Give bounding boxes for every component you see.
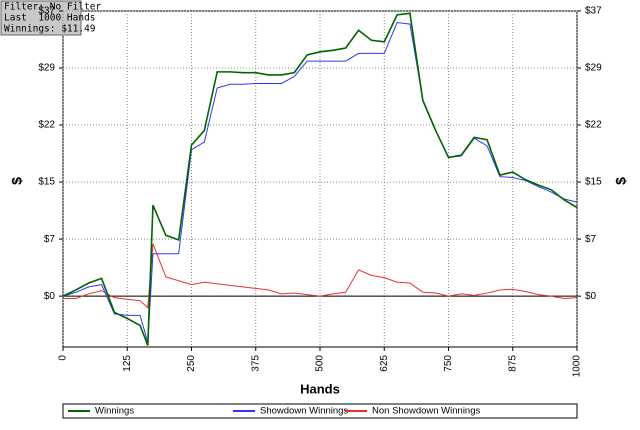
x-tick-label: 375 [250, 355, 261, 372]
info-box [0, 0, 82, 36]
series-line [63, 243, 578, 309]
x-tick-label: 500 [315, 355, 326, 372]
info-line: Filter: No Filter [4, 2, 102, 13]
y-tick-label: $7 [585, 234, 597, 245]
y-tick-label: $15 [38, 177, 55, 188]
legend-label: Winnings [95, 406, 134, 417]
legend-label: Showdown Winnings [260, 406, 348, 417]
y-tick-label: $37 [38, 6, 55, 17]
x-tick-label: 625 [379, 355, 390, 372]
series-line [62, 22, 578, 343]
info-line: Winnings: $11.49 [4, 24, 96, 35]
y-tick-label: $22 [585, 120, 602, 131]
y-tick-label: $37 [585, 6, 602, 17]
y-tick-label: $15 [585, 177, 602, 188]
x-tick-label: 125 [122, 355, 133, 372]
legend-label: Non Showdown Winnings [372, 406, 481, 417]
y-axis-label: $ [613, 177, 629, 185]
y-tick-label: $29 [585, 63, 602, 74]
legend [62, 403, 578, 419]
x-axis-label: Hands [300, 381, 340, 396]
info-line: Last 1000 Hands [4, 13, 96, 24]
y-axis-label: $ [9, 177, 25, 185]
y-tick-label: $0 [44, 291, 56, 302]
y-tick-label: $29 [38, 63, 55, 74]
y-tick-label: $7 [44, 234, 56, 245]
x-tick-label: 0 [58, 355, 69, 361]
y-tick-label: $0 [585, 291, 597, 302]
x-tick-label: 875 [507, 355, 518, 372]
y-tick-label: $22 [38, 120, 55, 131]
x-tick-label: 1000 [572, 355, 583, 378]
x-tick-label: 750 [443, 355, 454, 372]
series-line [62, 12, 578, 346]
x-tick-label: 250 [186, 355, 197, 372]
